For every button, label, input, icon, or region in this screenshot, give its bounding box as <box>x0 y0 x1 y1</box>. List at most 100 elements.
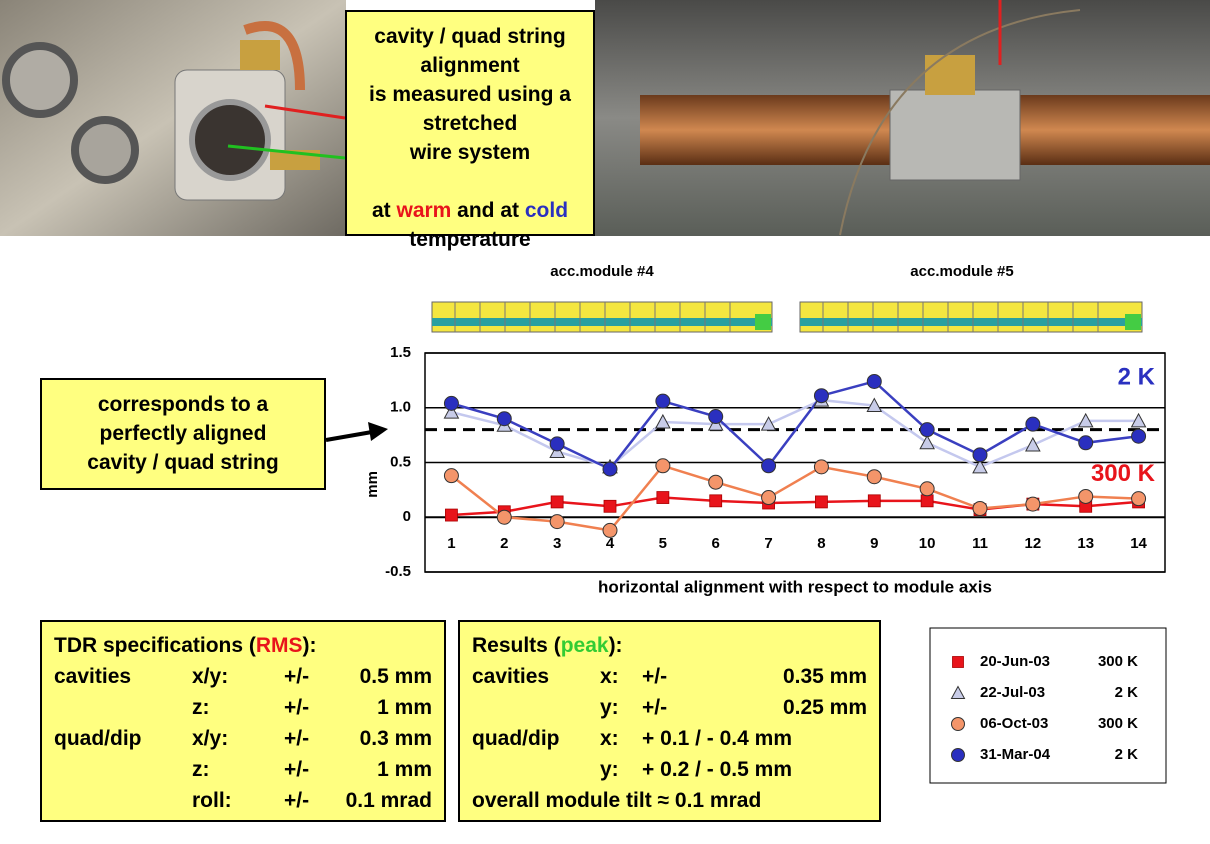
marker-circle <box>496 509 512 525</box>
marker-circle <box>708 409 724 425</box>
title-part: Results ( <box>472 634 561 657</box>
marker-circle <box>972 447 988 463</box>
marker-circle <box>1078 488 1094 504</box>
value: 1 mm <box>377 696 432 719</box>
axis: roll: <box>192 789 232 812</box>
y-tick-label: 0 <box>403 508 411 525</box>
specifications-box: TDR specifications (RMS): cavities x/y: +/-… <box>40 620 446 822</box>
value: + 0.1 / - 0.4 mm <box>642 727 792 750</box>
marker-circle <box>1131 428 1147 444</box>
y-tick-label: -0.5 <box>385 563 411 580</box>
row: y: + 0.2 / - 0.5 mm <box>472 754 867 785</box>
sign: +/- <box>284 727 310 750</box>
marker-circle <box>866 469 882 485</box>
value-cell: +/- 0.25 mm <box>642 692 867 723</box>
x-tick-label: 10 <box>919 535 936 552</box>
value: 0.35 mm <box>782 665 867 688</box>
y-axis-label: mm <box>364 471 381 498</box>
x-axis-label: horizontal alignment with respect to mod… <box>598 577 992 596</box>
module-label: acc.module #5 <box>910 263 1013 280</box>
group <box>472 692 600 723</box>
marker-circle <box>602 461 618 477</box>
axis: z: <box>192 696 210 719</box>
right-photo <box>595 0 1210 236</box>
y-tick-label: 1.0 <box>390 399 411 416</box>
header-text: warm <box>396 199 452 222</box>
sign: +/- <box>284 696 310 719</box>
marker-square <box>656 491 670 504</box>
left-photo <box>0 0 346 236</box>
marker-circle <box>1025 496 1041 512</box>
row: z: +/- 1 mm <box>54 754 432 785</box>
group <box>54 785 192 816</box>
marker-square <box>550 495 564 509</box>
header-box: cavity / quad string alignment is measure… <box>345 10 595 251</box>
y-tick-label: 0.5 <box>390 453 411 470</box>
sign: +/- <box>642 665 668 688</box>
marker-circle <box>1131 491 1147 507</box>
value: 0.25 mm <box>782 696 867 719</box>
value: 0.5 mm <box>359 665 432 688</box>
series-line <box>451 398 1139 469</box>
legend-temperature: 2 K <box>1115 746 1139 763</box>
value-cell: +/- 1 mm <box>284 754 432 785</box>
marker-square <box>815 495 828 509</box>
x-tick-label: 5 <box>659 535 667 552</box>
row: quad/dip x: + 0.1 / - 0.4 mm <box>472 723 867 754</box>
callout-arrow <box>325 422 388 442</box>
x-tick-label: 7 <box>764 535 772 552</box>
value-cell: +/- 0.35 mm <box>642 661 867 692</box>
row: z: +/- 1 mm <box>54 692 432 723</box>
sign: +/- <box>642 696 668 719</box>
marker-square <box>603 499 617 513</box>
marker-circle <box>866 373 882 389</box>
marker-triangle <box>1130 412 1147 428</box>
marker-circle <box>708 474 724 490</box>
box-title: TDR specifications (RMS): <box>54 630 432 661</box>
row: cavities x/y: +/- 0.5 mm <box>54 661 432 692</box>
marker-circle <box>761 458 777 474</box>
x-tick-label: 12 <box>1025 535 1042 552</box>
marker-circle <box>602 522 618 538</box>
title-part: ): <box>302 634 317 657</box>
header-text: and at <box>451 199 525 222</box>
marker-triangle <box>919 434 935 450</box>
marker-circle <box>655 458 671 474</box>
x-tick-label: 6 <box>712 535 720 552</box>
x-tick-label: 13 <box>1077 535 1094 552</box>
marker-triangle <box>655 413 671 429</box>
header-line: wire system <box>409 141 531 164</box>
marker-circle <box>1025 416 1041 432</box>
title-part: TDR specifications ( <box>54 634 256 657</box>
marker-triangle <box>950 685 966 699</box>
group: cavities <box>54 665 132 688</box>
group <box>54 692 192 723</box>
group <box>472 754 600 785</box>
axis: z: <box>192 758 210 781</box>
callout-line: perfectly aligned <box>99 422 267 445</box>
axis: x: <box>600 665 619 688</box>
header-line: at warm and at cold <box>347 196 593 225</box>
sign: +/- <box>284 665 310 688</box>
header-line: is measured using a stretched <box>369 83 571 135</box>
header-text: at <box>371 199 397 222</box>
marker-square <box>445 508 458 522</box>
marker-triangle <box>443 404 460 419</box>
marker-triangle <box>1025 436 1041 452</box>
marker-square <box>920 494 934 508</box>
marker-triangle <box>760 416 777 431</box>
x-tick-label: 1 <box>447 535 455 552</box>
legend-temperature: 300 K <box>1098 653 1138 670</box>
row: quad/dip x/y: +/- 0.3 mm <box>54 723 432 754</box>
value-cell: +/- 1 mm <box>284 692 432 723</box>
marker-square <box>709 494 723 508</box>
axis: y: <box>600 758 619 781</box>
axis: y: <box>600 696 619 719</box>
marker-circle <box>761 490 777 506</box>
marker-circle <box>443 468 459 484</box>
legend-label: 20-Jun-03 <box>980 653 1050 670</box>
x-tick-label: 8 <box>817 535 825 552</box>
title-part: RMS <box>255 634 303 657</box>
